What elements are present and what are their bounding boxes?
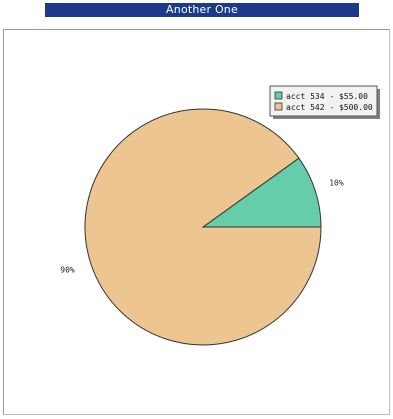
chart-frame: 10% 90% acct 534 - $55.00 acct 542 - $500.… [3,29,390,415]
legend-label-2: acct 542 - $500.00 [286,103,373,112]
legend-label-1: acct 534 - $55.00 [286,92,368,101]
legend-swatch-2 [274,102,283,111]
legend-box [269,85,378,117]
chart-title: Another One [45,3,359,17]
legend-swatch-1 [274,91,283,100]
pie-slice-2 [84,108,322,346]
legend: acct 534 - $55.00 acct 542 - $500.00 [269,85,380,119]
pie-chart: 10% 90% acct 534 - $55.00 acct 542 - $500.… [60,85,380,346]
percent-label-1: 10% [329,178,344,187]
pie-slices [84,108,322,346]
percent-label-2: 90% [60,266,75,275]
percent-labels: 10% 90% [60,178,344,274]
pie-slice-1 [201,157,322,228]
